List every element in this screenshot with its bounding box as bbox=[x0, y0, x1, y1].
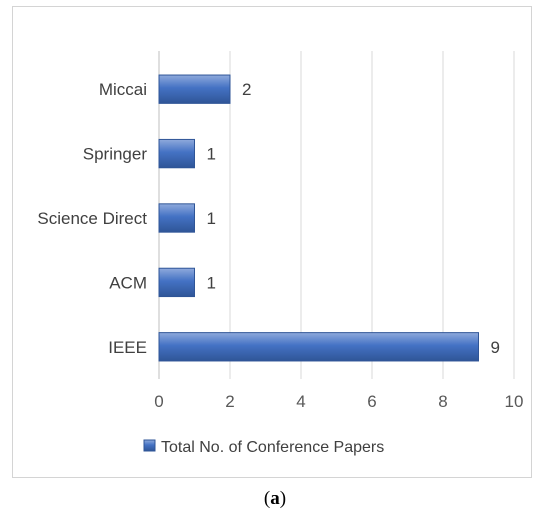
category-label: Miccai bbox=[99, 80, 147, 99]
figure-caption: (a) bbox=[0, 488, 550, 510]
x-tick-label: 10 bbox=[505, 392, 524, 411]
category-label: Science Direct bbox=[37, 209, 147, 228]
data-label: 1 bbox=[207, 209, 216, 228]
grid-lines bbox=[158, 51, 515, 379]
bar-springer bbox=[158, 138, 195, 169]
legend-label: Total No. of Conference Papers bbox=[161, 439, 384, 456]
x-tick-label: 8 bbox=[438, 392, 447, 411]
category-label: IEEE bbox=[108, 338, 147, 357]
x-axis-ticks: 0 2 4 6 8 10 bbox=[154, 392, 523, 411]
caption-close: ) bbox=[279, 488, 287, 509]
chart-frame: 0 2 4 6 8 10 Miccai Springer Science Direct ACM I… bbox=[12, 6, 532, 478]
data-label: 1 bbox=[207, 145, 216, 164]
bar-chart: 0 2 4 6 8 10 Miccai Springer Science Direct ACM I… bbox=[37, 51, 523, 456]
legend-swatch bbox=[143, 439, 156, 452]
x-tick-label: 4 bbox=[296, 392, 305, 411]
data-label: 9 bbox=[491, 338, 500, 357]
bar-acm bbox=[158, 267, 195, 298]
data-label: 2 bbox=[242, 80, 251, 99]
x-tick-label: 0 bbox=[154, 392, 163, 411]
y-axis-categories: Miccai Springer Science Direct ACM IEEE bbox=[37, 80, 147, 357]
bar-ieee bbox=[158, 332, 479, 362]
bars bbox=[158, 74, 479, 362]
caption-letter: a bbox=[270, 488, 280, 509]
caption-open: ( bbox=[263, 488, 271, 509]
bar-science-direct bbox=[158, 203, 195, 233]
category-label: Springer bbox=[83, 145, 148, 164]
category-label: ACM bbox=[109, 273, 147, 292]
data-label: 1 bbox=[207, 273, 216, 292]
x-tick-label: 6 bbox=[367, 392, 376, 411]
legend: Total No. of Conference Papers bbox=[143, 439, 384, 456]
data-labels: 2 1 1 1 9 bbox=[207, 80, 500, 357]
bar-miccai bbox=[158, 74, 231, 104]
x-tick-label: 2 bbox=[225, 392, 234, 411]
